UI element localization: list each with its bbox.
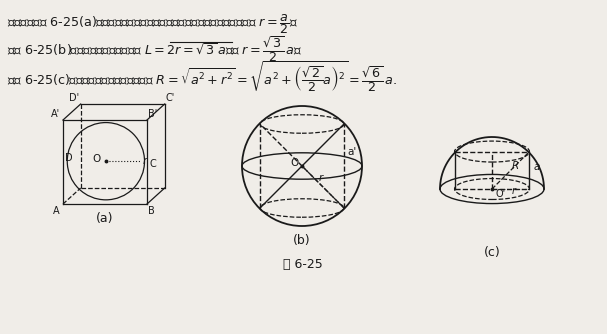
Text: (c): (c) [484,246,500,259]
Text: 如图 6-25(c)所示：正方体外接半球的半径 $R=\sqrt{a^2+r^2}=\sqrt{a^2+\left(\dfrac{\sqrt{2}}{2}a\r: 如图 6-25(c)所示：正方体外接半球的半径 $R=\sqrt{a^2+r^2… [7,59,398,94]
Text: C: C [149,159,156,169]
Text: a': a' [347,147,356,157]
Text: r: r [143,156,147,166]
Text: r: r [512,186,516,196]
Text: O': O' [496,189,506,199]
Text: D': D' [69,93,79,103]
Text: O: O [290,158,298,168]
Text: (b): (b) [293,234,311,247]
Text: A': A' [51,109,60,119]
Text: a: a [534,162,540,172]
Text: A: A [53,206,60,216]
Text: C': C' [166,93,175,103]
Text: D: D [66,153,73,163]
Text: B': B' [148,109,157,119]
Text: B: B [148,206,155,216]
Text: 图 6-25: 图 6-25 [283,258,323,271]
Text: r: r [319,173,323,183]
Text: R: R [512,161,519,171]
Text: 【解析】如图 6-25(a)所示：正方体的边长等于内切球的直径，故内切球半径为 $r=\dfrac{a}{2}$；: 【解析】如图 6-25(a)所示：正方体的边长等于内切球的直径，故内切球半径为 … [7,12,298,36]
Text: 如图 6-25(b)所示：正方体的体对角线 $L=2r=\sqrt{3}\,a$，故 $r=\dfrac{\sqrt{3}}{2}\,a$；: 如图 6-25(b)所示：正方体的体对角线 $L=2r=\sqrt{3}\,a$… [7,34,302,64]
Text: (a): (a) [97,212,114,225]
Text: O: O [92,154,101,164]
